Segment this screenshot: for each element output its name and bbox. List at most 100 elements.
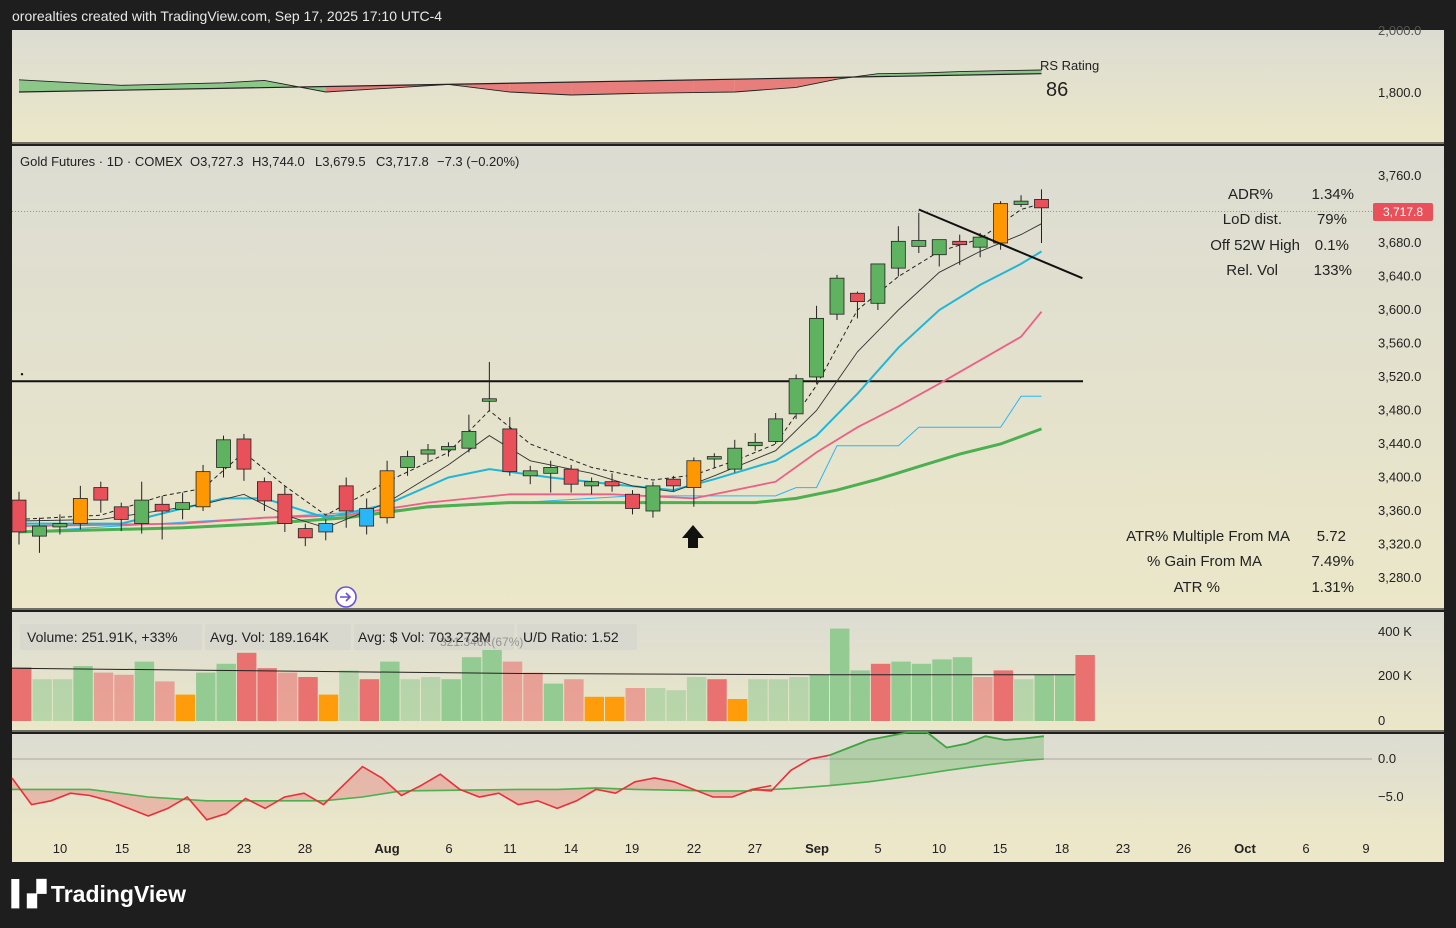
- volume-bar: [666, 690, 686, 721]
- candle: [604, 481, 620, 487]
- ohlc-change: −7.3 (−0.20%): [437, 154, 519, 169]
- candle: [1013, 200, 1029, 205]
- candle: [400, 456, 415, 468]
- volume-bar: [277, 672, 298, 721]
- volume-bar: [257, 668, 277, 721]
- x-tick-label: Aug: [374, 841, 399, 856]
- x-tick-label: 23: [237, 841, 251, 856]
- x-tick-label: 18: [1055, 841, 1069, 856]
- x-tick-label: 5: [874, 841, 881, 856]
- header-credit: ororealties created with TradingView.com…: [12, 8, 443, 24]
- candle: [788, 378, 804, 415]
- volume-bar: [155, 681, 175, 721]
- price-tick: 3,520.0: [1378, 369, 1421, 384]
- ohlc-open: O3,727.3: [190, 154, 244, 169]
- x-tick-label: 27: [748, 841, 762, 856]
- volume-bar: [32, 679, 52, 721]
- candle: [584, 481, 599, 487]
- candle: [481, 398, 497, 402]
- stat-value: 1.31%: [1311, 579, 1354, 596]
- stat-value: 7.49%: [1311, 553, 1354, 570]
- candle: [195, 471, 211, 508]
- volume-bar: [1014, 679, 1034, 721]
- price-tick: 3,680.0: [1378, 235, 1421, 250]
- candle: [911, 240, 927, 247]
- symbol-name: Gold Futures · 1D · COMEX: [20, 154, 183, 169]
- hidden-volume-label: 321.346K(67%): [440, 635, 523, 649]
- volume-bar: [768, 679, 789, 721]
- legend-box: [20, 624, 202, 650]
- legend-box: [517, 624, 637, 650]
- candle: [829, 277, 845, 315]
- rs-area: [632, 79, 694, 94]
- axis-layer: 3,760.03,720.03,680.03,640.03,600.03,560…: [53, 168, 1422, 856]
- volume-bar: [605, 696, 625, 721]
- tradingview-logo-text: TradingView: [50, 881, 186, 907]
- volume-bar: [911, 663, 932, 721]
- price-tick: 3,480.0: [1378, 403, 1421, 418]
- candle: [543, 467, 559, 474]
- candle: [890, 240, 906, 269]
- candle: [625, 493, 640, 509]
- volume-bar: [1034, 674, 1054, 721]
- volume-bar: [523, 672, 543, 721]
- candle: [870, 263, 886, 304]
- candle: [441, 446, 456, 451]
- price-tick: 3,560.0: [1378, 336, 1421, 351]
- volume-bar: [175, 694, 196, 721]
- price-tick: 3,400.0: [1378, 470, 1421, 485]
- volume-bar: [196, 672, 216, 721]
- candle: [461, 431, 477, 449]
- replay-icon[interactable]: [335, 586, 357, 608]
- x-tick-label: 6: [445, 841, 452, 856]
- rs-rating-value: 86: [1046, 79, 1068, 101]
- rs-area: [509, 82, 572, 95]
- volume-bar: [1075, 655, 1095, 721]
- osc-line: [751, 754, 830, 792]
- resistance-dot: [20, 372, 24, 376]
- main-panel-bg: [12, 146, 1444, 608]
- volume-bar: [298, 677, 318, 721]
- volume-bar: [993, 670, 1014, 721]
- stat-label: Off 52W High: [1210, 237, 1300, 254]
- price-tick: 3,760.0: [1378, 168, 1421, 183]
- rs-area: [19, 79, 122, 92]
- stat-value: 5.72: [1317, 528, 1346, 545]
- x-tick-label: 26: [1177, 841, 1191, 856]
- osc-tick: 0.0: [1378, 751, 1396, 766]
- volume-bar: [1054, 674, 1075, 721]
- volume-bar: [543, 683, 564, 721]
- candle: [72, 498, 88, 524]
- volume-bar: [891, 661, 911, 721]
- volume-bar: [625, 688, 645, 721]
- tradingview-logo[interactable]: ▍▞ TradingView: [12, 880, 186, 909]
- price-layer: [12, 189, 1372, 553]
- volume-bar: [12, 667, 32, 721]
- x-tick-label: 15: [993, 841, 1007, 856]
- volume-bar: [973, 677, 993, 721]
- rs-tick: 2,000.0: [1378, 23, 1421, 38]
- volume-avg-line: [11, 667, 1076, 676]
- osc-layer: [11, 731, 1372, 821]
- x-tick-label: 10: [932, 841, 946, 856]
- volume-bar: [339, 670, 359, 721]
- volume-bar: [502, 661, 523, 721]
- price-tick: 3,320.0: [1378, 537, 1421, 552]
- x-tick-label: 6: [1302, 841, 1309, 856]
- volume-bar: [952, 657, 973, 721]
- x-tick-label: Oct: [1234, 841, 1256, 856]
- volume-bar: [789, 677, 809, 721]
- rs-line: [18, 69, 1042, 96]
- avg-vol-label: Avg. Vol: 189.164K: [210, 629, 329, 645]
- candle: [522, 470, 538, 477]
- stat-label: LoD dist.: [1223, 211, 1282, 228]
- ohlc-high: H3,744.0: [252, 154, 305, 169]
- candle: [706, 456, 722, 460]
- candle: [850, 292, 865, 303]
- x-tick-label: 22: [687, 841, 701, 856]
- volume-bar: [727, 699, 748, 721]
- x-tick-label: 15: [115, 841, 129, 856]
- volume-bar: [216, 663, 236, 721]
- ud-ratio-label: U/D Ratio: 1.52: [523, 629, 619, 645]
